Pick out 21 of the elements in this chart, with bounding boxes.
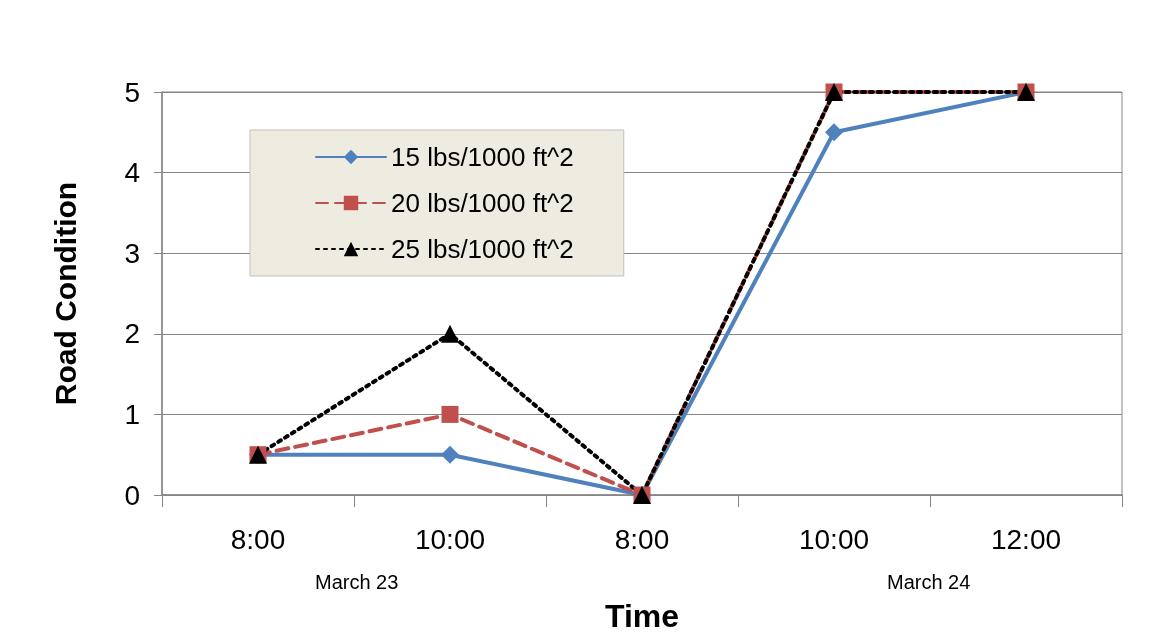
legend-label: 15 lbs/1000 ft^2 [391, 142, 574, 172]
point [825, 123, 843, 142]
y-tick-label: 2 [124, 318, 140, 350]
x-axis-title: Time [604, 598, 680, 634]
y-tick-label: 4 [124, 157, 140, 189]
text: March 23 [315, 571, 399, 593]
point [441, 405, 459, 423]
x-tick-label: 8:00 [614, 523, 670, 555]
legend-label: 25 lbs/1000 ft^2 [391, 234, 574, 264]
y-tick-label: 5 [124, 76, 140, 108]
x-tick-label: 10:00 [798, 523, 870, 555]
point [441, 445, 459, 464]
x-tick-label: 8:00 [230, 523, 286, 555]
x-tick-label: 12:00 [990, 523, 1062, 555]
y-tick-label: 3 [124, 237, 140, 269]
y-tick-label: 1 [124, 398, 140, 430]
x-tick-label: 10:00 [414, 523, 486, 555]
text: March 24 [887, 571, 971, 593]
legend-label: 20 lbs/1000 ft^2 [391, 188, 574, 218]
y-axis-title: Road Condition [48, 181, 82, 406]
y-tick-label: 0 [124, 479, 140, 511]
